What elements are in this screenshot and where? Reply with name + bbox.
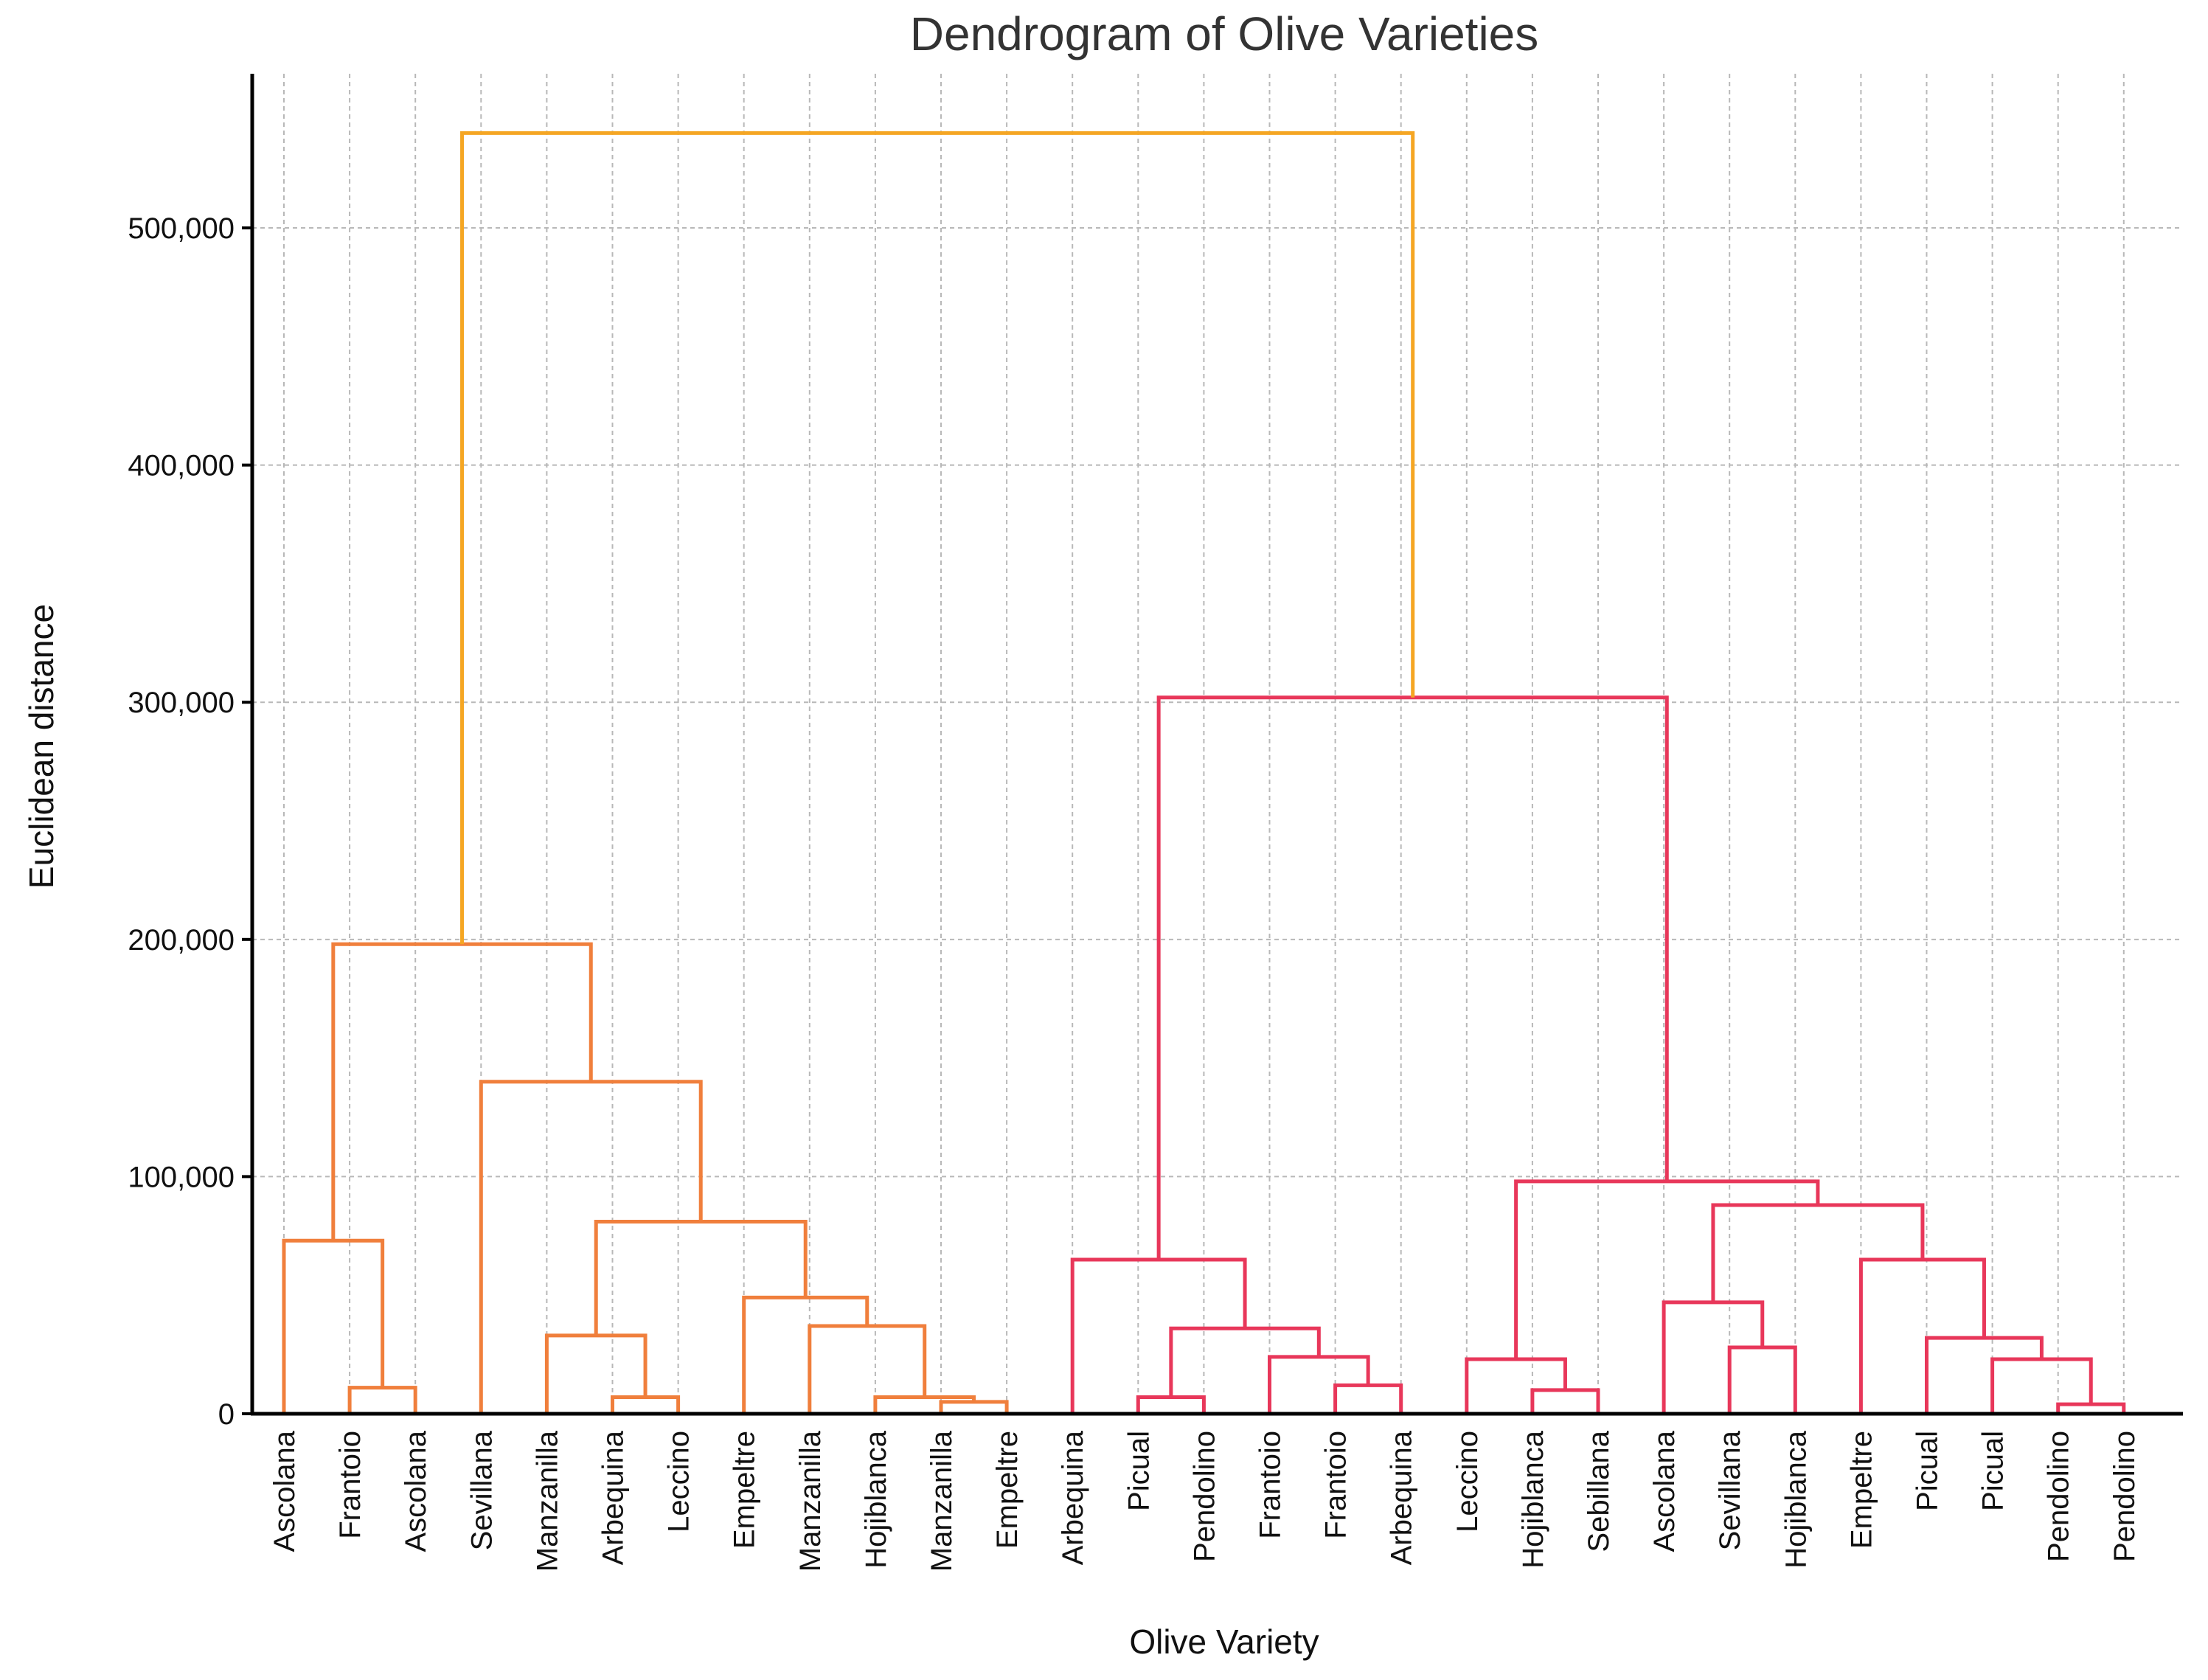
x-tick-label: Arbequina <box>597 1430 630 1565</box>
dendrogram-link <box>1268 1355 1370 1414</box>
y-ticks: 0 100,000 200,000 300,000 400,000 500,000 <box>128 212 252 1431</box>
dendrogram-link <box>282 1238 385 1414</box>
dendrogram-link <box>460 131 1415 945</box>
x-tick-label: Pendolino <box>2108 1431 2141 1562</box>
dendrogram-link <box>544 1333 648 1414</box>
dendrogram-link <box>1662 1300 1765 1414</box>
x-tick-label: Picual <box>1122 1431 1155 1511</box>
dendrogram-links <box>282 131 2126 1414</box>
dendrogram-link <box>1169 1326 1321 1398</box>
axes <box>250 74 2183 1416</box>
x-tick-label: Pendolino <box>2043 1431 2075 1562</box>
x-tick-label: Ascolana <box>1648 1430 1681 1552</box>
dendrogram-link <box>808 1324 927 1414</box>
x-tick-label: Manzanilla <box>794 1430 827 1572</box>
x-tick-label: Sevillana <box>465 1430 498 1550</box>
y-tick-label: 0 <box>218 1398 235 1431</box>
y-tick-label: 300,000 <box>128 687 235 719</box>
x-tick-label: Hojiblanca <box>860 1430 892 1569</box>
x-tick-label: Empeltre <box>1845 1431 1878 1549</box>
x-tick-label: Sevillana <box>1714 1430 1746 1550</box>
chart-title: Dendrogram of Olive Varieties <box>910 7 1539 60</box>
dendrogram-link <box>1925 1336 2044 1414</box>
dendrogram-link <box>1156 695 1669 1260</box>
y-axis-label: Euclidean distance <box>22 604 60 889</box>
dendrogram-link <box>1530 1388 1600 1414</box>
dendrogram-link <box>1514 1179 1820 1360</box>
x-tick-label: Leccino <box>663 1431 695 1533</box>
dendrogram-link <box>594 1220 808 1336</box>
dendrogram-link <box>2056 1402 2126 1414</box>
x-tick-label: Arbequina <box>1057 1430 1089 1565</box>
y-tick-label: 100,000 <box>128 1161 235 1193</box>
x-tick-label: Hojiblanca <box>1780 1430 1812 1569</box>
x-tick-label: Frantoio <box>1320 1431 1353 1539</box>
dendrogram-link <box>611 1395 681 1414</box>
x-tick-label: Pendolino <box>1188 1431 1221 1562</box>
dendrogram-link <box>1465 1357 1567 1414</box>
dendrogram-link <box>1333 1383 1403 1414</box>
x-tick-label: Arbequina <box>1386 1430 1418 1565</box>
x-tick-label: Ascolana <box>400 1430 432 1552</box>
x-tick-label: Picual <box>1977 1431 2010 1511</box>
dendrogram-link <box>1136 1395 1206 1414</box>
x-tick-label: Frantoio <box>1254 1431 1287 1539</box>
x-tick-label: Ascolana <box>268 1430 301 1552</box>
x-tick-label: Leccino <box>1451 1431 1484 1533</box>
x-tick-label: Hojiblanca <box>1517 1430 1549 1569</box>
x-tick-label: Picual <box>1912 1431 1944 1511</box>
x-tick-label: Frantoio <box>334 1431 367 1539</box>
x-tick-label: Manzanilla <box>926 1430 958 1572</box>
dendrogram-link <box>1727 1345 1797 1414</box>
dendrogram-link <box>1711 1203 1925 1302</box>
dendrogram-link <box>331 942 593 1241</box>
dendrogram-link <box>873 1395 976 1414</box>
dendrogram-link <box>742 1295 869 1414</box>
grid <box>252 74 2183 1414</box>
x-tick-label: Sebillana <box>1583 1430 1615 1552</box>
x-ticks: Ascolana Frantoio Ascolana Sevillana Manzani… <box>268 1430 2141 1572</box>
dendrogram-link <box>1070 1257 1247 1414</box>
x-tick-label: Empeltre <box>729 1431 761 1549</box>
y-tick-label: 500,000 <box>128 212 235 245</box>
dendrogram-link <box>347 1386 417 1414</box>
x-tick-label: Empeltre <box>991 1431 1024 1549</box>
y-tick-label: 400,000 <box>128 450 235 482</box>
x-tick-label: Manzanilla <box>531 1430 563 1572</box>
x-axis-label: Olive Variety <box>1129 1622 1319 1661</box>
dendrogram-link <box>479 1080 703 1414</box>
y-tick-label: 200,000 <box>128 924 235 957</box>
